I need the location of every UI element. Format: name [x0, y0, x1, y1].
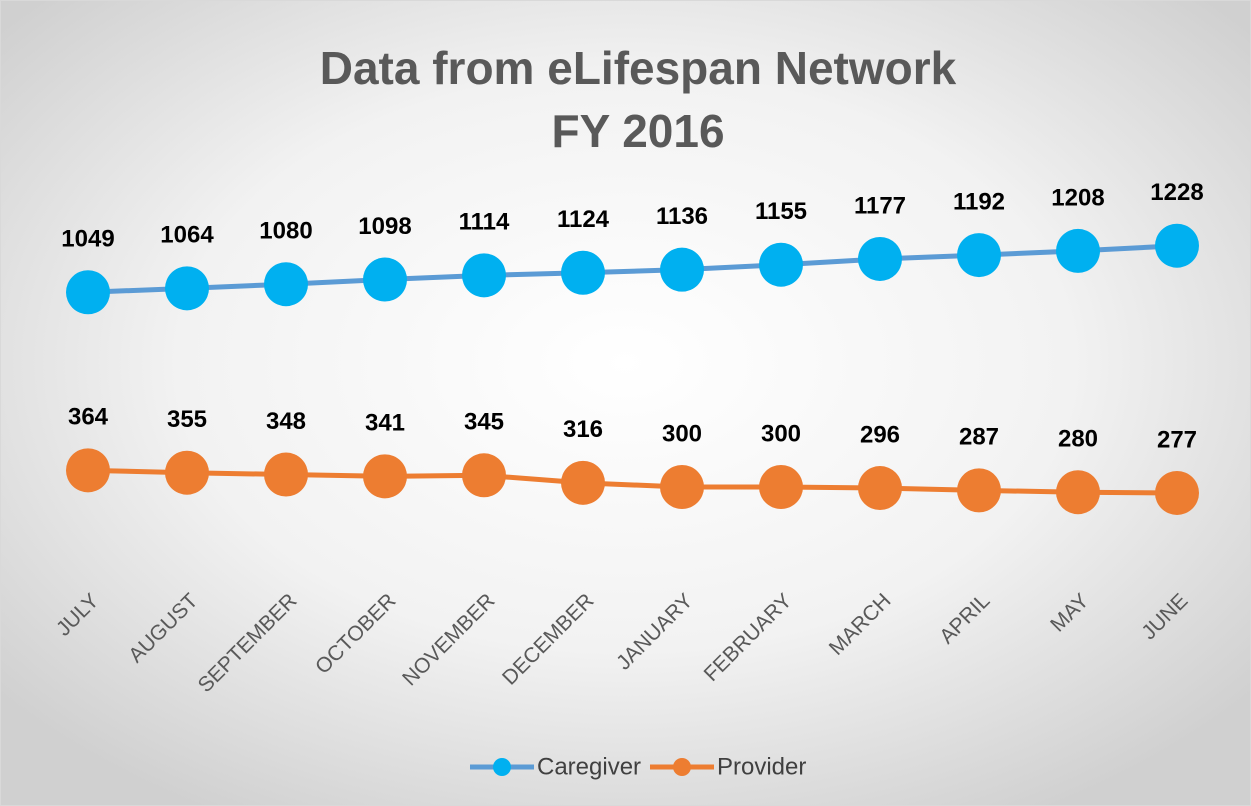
- data-label: 1049: [61, 226, 114, 253]
- data-label: 1177: [854, 192, 906, 219]
- data-label: 1114: [459, 209, 510, 236]
- data-point: [264, 452, 308, 497]
- legend-label: Provider: [717, 753, 806, 780]
- data-label: 277: [1157, 426, 1197, 453]
- data-label: 300: [662, 420, 702, 447]
- data-label: 1098: [358, 213, 411, 240]
- data-label: 1080: [259, 218, 312, 245]
- data-label: 316: [563, 416, 603, 443]
- data-label: 1124: [557, 206, 610, 233]
- data-point: [660, 465, 704, 509]
- data-label: 300: [761, 420, 801, 447]
- data-label: 341: [365, 410, 405, 437]
- data-point: [363, 257, 407, 302]
- data-point: [462, 253, 506, 298]
- data-point: [957, 468, 1001, 513]
- data-label: 355: [167, 406, 207, 433]
- data-point: [858, 236, 902, 281]
- data-point: [66, 270, 110, 315]
- data-label: 1228: [1150, 179, 1203, 206]
- data-label: 348: [266, 408, 306, 435]
- data-point: [1155, 223, 1199, 268]
- data-label: 296: [860, 421, 900, 448]
- data-label: 287: [959, 424, 999, 451]
- data-point: [1056, 228, 1100, 273]
- data-label: 1155: [755, 198, 807, 225]
- data-point: [561, 250, 605, 295]
- data-point: [1056, 470, 1100, 515]
- data-point: [759, 465, 803, 509]
- data-label: 1208: [1051, 184, 1104, 211]
- data-point: [957, 233, 1001, 278]
- legend-marker: [493, 758, 511, 776]
- chart-subtitle: FY 2016: [551, 105, 724, 157]
- data-label: 364: [68, 404, 109, 431]
- data-point: [264, 262, 308, 307]
- data-point: [660, 247, 704, 292]
- legend-marker: [673, 758, 691, 776]
- data-point: [858, 466, 902, 511]
- data-point: [363, 454, 407, 499]
- data-point: [462, 453, 506, 498]
- data-point: [759, 242, 803, 287]
- data-point: [66, 448, 110, 493]
- data-label: 345: [464, 409, 504, 436]
- data-point: [165, 266, 209, 311]
- data-label: 1192: [953, 188, 1005, 215]
- data-label: 280: [1058, 426, 1098, 453]
- legend-label: Caregiver: [537, 753, 641, 780]
- data-label: 1136: [656, 203, 708, 230]
- data-point: [165, 450, 209, 495]
- data-point: [561, 460, 605, 505]
- chart-title: Data from eLifespan Network: [320, 42, 957, 94]
- data-point: [1155, 470, 1199, 515]
- data-label: 1064: [160, 222, 214, 249]
